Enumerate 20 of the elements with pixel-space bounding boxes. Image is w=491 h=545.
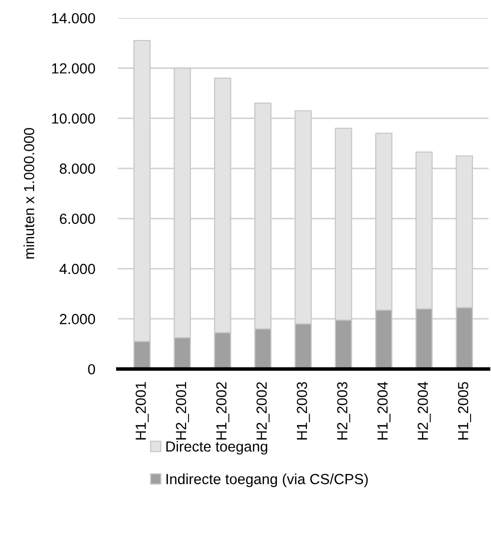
y-tick-label: 2.000 bbox=[60, 314, 96, 324]
y-tick-label: 8.000 bbox=[60, 164, 96, 174]
x-tick-label: H1_2004 bbox=[377, 382, 390, 440]
legend-label: Indirecte toegang (via CS/CPS) bbox=[166, 474, 368, 488]
x-tick-label: H2_2001 bbox=[176, 382, 189, 440]
legend-label: Directe toegang bbox=[166, 440, 268, 455]
y-tick-label: 6.000 bbox=[60, 214, 96, 224]
y-axis-title: minuten x 1.000.000 bbox=[24, 128, 34, 259]
x-tick-label: H1_2003 bbox=[296, 382, 310, 440]
x-tick-label: H2_2002 bbox=[256, 382, 270, 440]
x-tick-label: H1_2001 bbox=[136, 382, 149, 440]
x-tick-label: H2_2004 bbox=[418, 382, 431, 440]
x-tick-label: H1_2002 bbox=[216, 382, 230, 440]
y-tick-label: 14.000 bbox=[52, 13, 96, 24]
y-tick-label: 12.000 bbox=[52, 63, 96, 74]
y-tick-label: 0 bbox=[88, 364, 96, 374]
x-tick-label: H1_2005 bbox=[458, 382, 472, 440]
y-tick-label: 4.000 bbox=[59, 264, 96, 274]
y-tick-label: 10.000 bbox=[52, 113, 96, 124]
x-tick-label: H2_2003 bbox=[337, 382, 350, 440]
